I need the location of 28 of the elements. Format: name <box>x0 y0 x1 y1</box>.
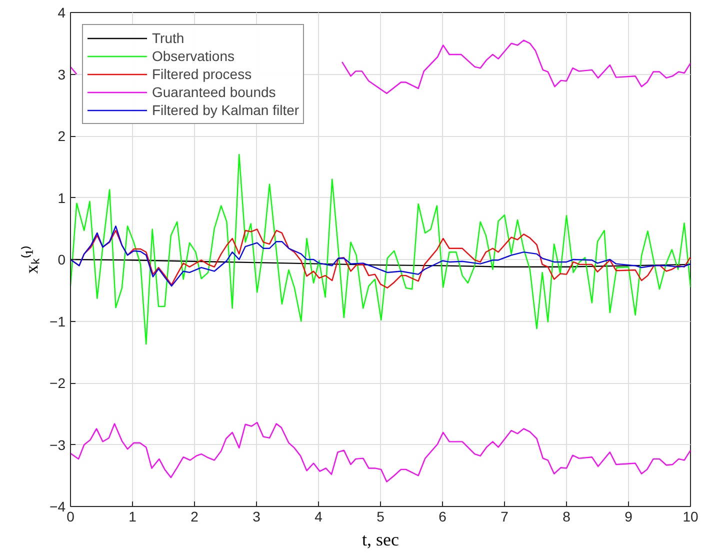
x-tick-label: 5 <box>376 508 385 524</box>
x-tick-label: 3 <box>252 508 261 524</box>
y-tick-label: 3 <box>58 66 66 82</box>
legend-label: Filtered by Kalman filter <box>152 101 300 119</box>
y-tick-label: 2 <box>58 128 66 144</box>
x-tick-label: 8 <box>562 508 571 524</box>
x-tick-label: 4 <box>314 508 323 524</box>
x-tick-label: 9 <box>624 508 633 524</box>
line-series <box>70 154 690 345</box>
y-tick-label: −4 <box>50 498 66 514</box>
y-axis-title: xₖ⁽¹⁾ <box>20 245 42 274</box>
legend-label: Guaranteed bounds <box>152 83 276 101</box>
x-tick-label: 7 <box>500 508 509 524</box>
y-tick-label: 4 <box>58 4 66 20</box>
legend-label: Observations <box>152 47 234 65</box>
x-tick-label: 2 <box>190 508 199 524</box>
legend-label: Truth <box>152 29 184 47</box>
x-tick-label: 10 <box>682 508 698 524</box>
y-tick-label: −3 <box>50 436 66 453</box>
x-tick-label: 1 <box>128 508 137 524</box>
y-tick-label: 0 <box>58 252 66 268</box>
y-tick-label: −2 <box>50 375 66 391</box>
line-series <box>70 422 690 482</box>
y-tick-label: 1 <box>58 190 66 206</box>
x-axis-title: t, sec <box>362 530 400 550</box>
legend-label: Filtered process <box>152 65 252 83</box>
y-tick-label: −1 <box>50 313 66 330</box>
x-tick-label: 6 <box>438 508 447 524</box>
